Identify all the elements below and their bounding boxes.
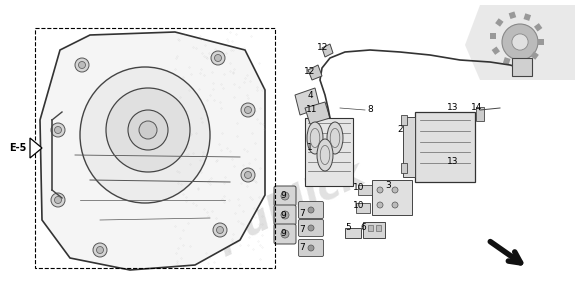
Polygon shape [465, 5, 575, 80]
Circle shape [106, 88, 190, 172]
Circle shape [281, 192, 289, 200]
Circle shape [93, 243, 107, 257]
FancyBboxPatch shape [299, 202, 324, 218]
Text: 10: 10 [353, 200, 365, 209]
Text: 1: 1 [307, 144, 313, 153]
FancyBboxPatch shape [274, 224, 296, 244]
Circle shape [128, 110, 168, 150]
Bar [401, 115, 407, 125]
Bar [305, 118, 353, 186]
Text: E-5: E-5 [9, 143, 26, 153]
Bar [490, 33, 496, 39]
Polygon shape [295, 88, 320, 115]
Bar [415, 112, 475, 182]
Polygon shape [322, 44, 333, 57]
Text: 5: 5 [345, 224, 351, 233]
Polygon shape [308, 65, 322, 80]
Text: 4: 4 [307, 90, 313, 99]
Circle shape [308, 245, 314, 251]
Bar [372, 180, 412, 215]
Bar [509, 12, 516, 19]
Circle shape [213, 223, 227, 237]
Circle shape [377, 187, 383, 193]
FancyBboxPatch shape [299, 240, 324, 256]
Text: 7: 7 [299, 226, 305, 235]
Bar [538, 39, 544, 45]
Circle shape [241, 103, 255, 117]
Circle shape [392, 187, 398, 193]
Circle shape [217, 226, 223, 233]
Bar [345, 228, 361, 238]
Text: 13: 13 [447, 157, 459, 166]
Bar [401, 163, 407, 173]
Bar [356, 203, 370, 213]
Bar [35, 28, 275, 268]
Text: 10: 10 [353, 184, 365, 193]
Text: 12: 12 [305, 68, 316, 77]
Circle shape [97, 246, 104, 253]
Ellipse shape [80, 67, 210, 203]
Bar [534, 23, 543, 32]
Text: republick: republick [169, 155, 371, 276]
Polygon shape [305, 102, 330, 124]
Circle shape [281, 211, 289, 219]
FancyBboxPatch shape [299, 220, 324, 237]
Text: 13: 13 [447, 104, 459, 113]
Circle shape [244, 106, 251, 113]
Circle shape [214, 55, 222, 61]
Circle shape [54, 126, 61, 133]
Text: 3: 3 [385, 180, 391, 189]
Bar [358, 185, 372, 195]
Circle shape [377, 202, 383, 208]
Text: 8: 8 [367, 106, 373, 115]
Polygon shape [40, 32, 265, 270]
Circle shape [79, 61, 86, 68]
Polygon shape [30, 138, 42, 158]
Bar [518, 59, 525, 66]
Bar [492, 46, 500, 55]
Text: 6: 6 [360, 224, 366, 233]
Ellipse shape [317, 139, 333, 171]
Circle shape [308, 225, 314, 231]
Bar [503, 57, 511, 65]
Bar [495, 18, 504, 27]
Bar [403, 117, 415, 177]
Text: 9: 9 [280, 229, 286, 238]
Bar [363, 222, 385, 238]
Bar [512, 58, 532, 76]
Text: parts: parts [135, 146, 255, 229]
Circle shape [211, 51, 225, 65]
Text: 9: 9 [280, 191, 286, 200]
Ellipse shape [327, 122, 343, 154]
FancyBboxPatch shape [274, 186, 296, 206]
Circle shape [308, 207, 314, 213]
Circle shape [392, 202, 398, 208]
Text: 11: 11 [306, 106, 318, 115]
Circle shape [139, 121, 157, 139]
Bar [530, 51, 539, 60]
Circle shape [281, 230, 289, 238]
Text: 12: 12 [317, 44, 329, 52]
Circle shape [512, 34, 528, 50]
Circle shape [51, 193, 65, 207]
Bar [523, 13, 531, 21]
Ellipse shape [307, 122, 323, 154]
Circle shape [241, 168, 255, 182]
Text: 7: 7 [299, 209, 305, 218]
Text: 14: 14 [471, 104, 483, 113]
FancyBboxPatch shape [274, 205, 296, 225]
Text: 9: 9 [280, 211, 286, 220]
Text: 2: 2 [397, 126, 403, 135]
Circle shape [244, 171, 251, 179]
Circle shape [54, 197, 61, 204]
Circle shape [502, 24, 538, 60]
Text: 7: 7 [299, 244, 305, 253]
Bar [376, 225, 381, 231]
Circle shape [51, 123, 65, 137]
Bar [368, 225, 373, 231]
Bar [476, 107, 484, 121]
Circle shape [75, 58, 89, 72]
